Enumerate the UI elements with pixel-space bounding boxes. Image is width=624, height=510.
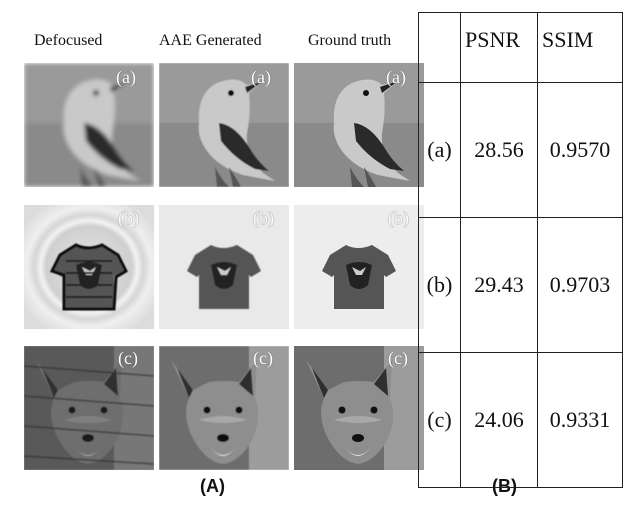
image-fox-defocused bbox=[24, 346, 154, 470]
table-row: (a) 28.56 0.9570 bbox=[418, 82, 623, 218]
table-header-row: PSNR SSIM bbox=[418, 12, 623, 83]
image-shirt-ground-truth bbox=[294, 205, 424, 329]
panel-label-a: (A) bbox=[200, 476, 225, 496]
image-shirt-aae-generated bbox=[159, 205, 289, 329]
ssim-cell: 0.9331 bbox=[537, 352, 623, 488]
row-tag-a-defocused: (a) bbox=[116, 67, 136, 87]
row-tag-b-aae: (b) bbox=[253, 208, 274, 228]
header-cell-ssim: SSIM bbox=[537, 12, 623, 83]
row-tag-c-ground-truth: (c) bbox=[388, 348, 408, 368]
row-tag-c-defocused: (c) bbox=[118, 348, 138, 368]
psnr-cell: 29.43 bbox=[460, 217, 538, 353]
metrics-table: PSNR SSIM (a) 28.56 0.9570 (b) 29.43 0.9… bbox=[418, 12, 623, 488]
ssim-cell: 0.9703 bbox=[537, 217, 623, 353]
row-id-cell: (a) bbox=[418, 82, 461, 218]
column-header-aae-generated: AAE Generated bbox=[159, 32, 262, 49]
row-tag-b-defocused: (b) bbox=[118, 208, 139, 228]
row-tag-a-aae: (a) bbox=[251, 67, 271, 87]
row-tag-b-ground-truth: (b) bbox=[388, 208, 409, 228]
psnr-cell: 24.06 bbox=[460, 352, 538, 488]
row-tag-a-ground-truth: (a) bbox=[386, 67, 406, 87]
row-tag-c-aae: (c) bbox=[253, 348, 273, 368]
column-header-defocused: Defocused bbox=[34, 32, 103, 49]
ssim-cell: 0.9570 bbox=[537, 82, 623, 218]
row-id-cell: (b) bbox=[418, 217, 461, 353]
table-row: (b) 29.43 0.9703 bbox=[418, 217, 623, 353]
table-row: (c) 24.06 0.9331 bbox=[418, 352, 623, 488]
header-cell-psnr: PSNR bbox=[460, 12, 538, 83]
column-header-ground-truth: Ground truth bbox=[308, 32, 392, 49]
row-id-cell: (c) bbox=[418, 352, 461, 488]
psnr-cell: 28.56 bbox=[460, 82, 538, 218]
image-shirt-defocused bbox=[24, 205, 154, 329]
header-cell-blank bbox=[418, 12, 461, 83]
